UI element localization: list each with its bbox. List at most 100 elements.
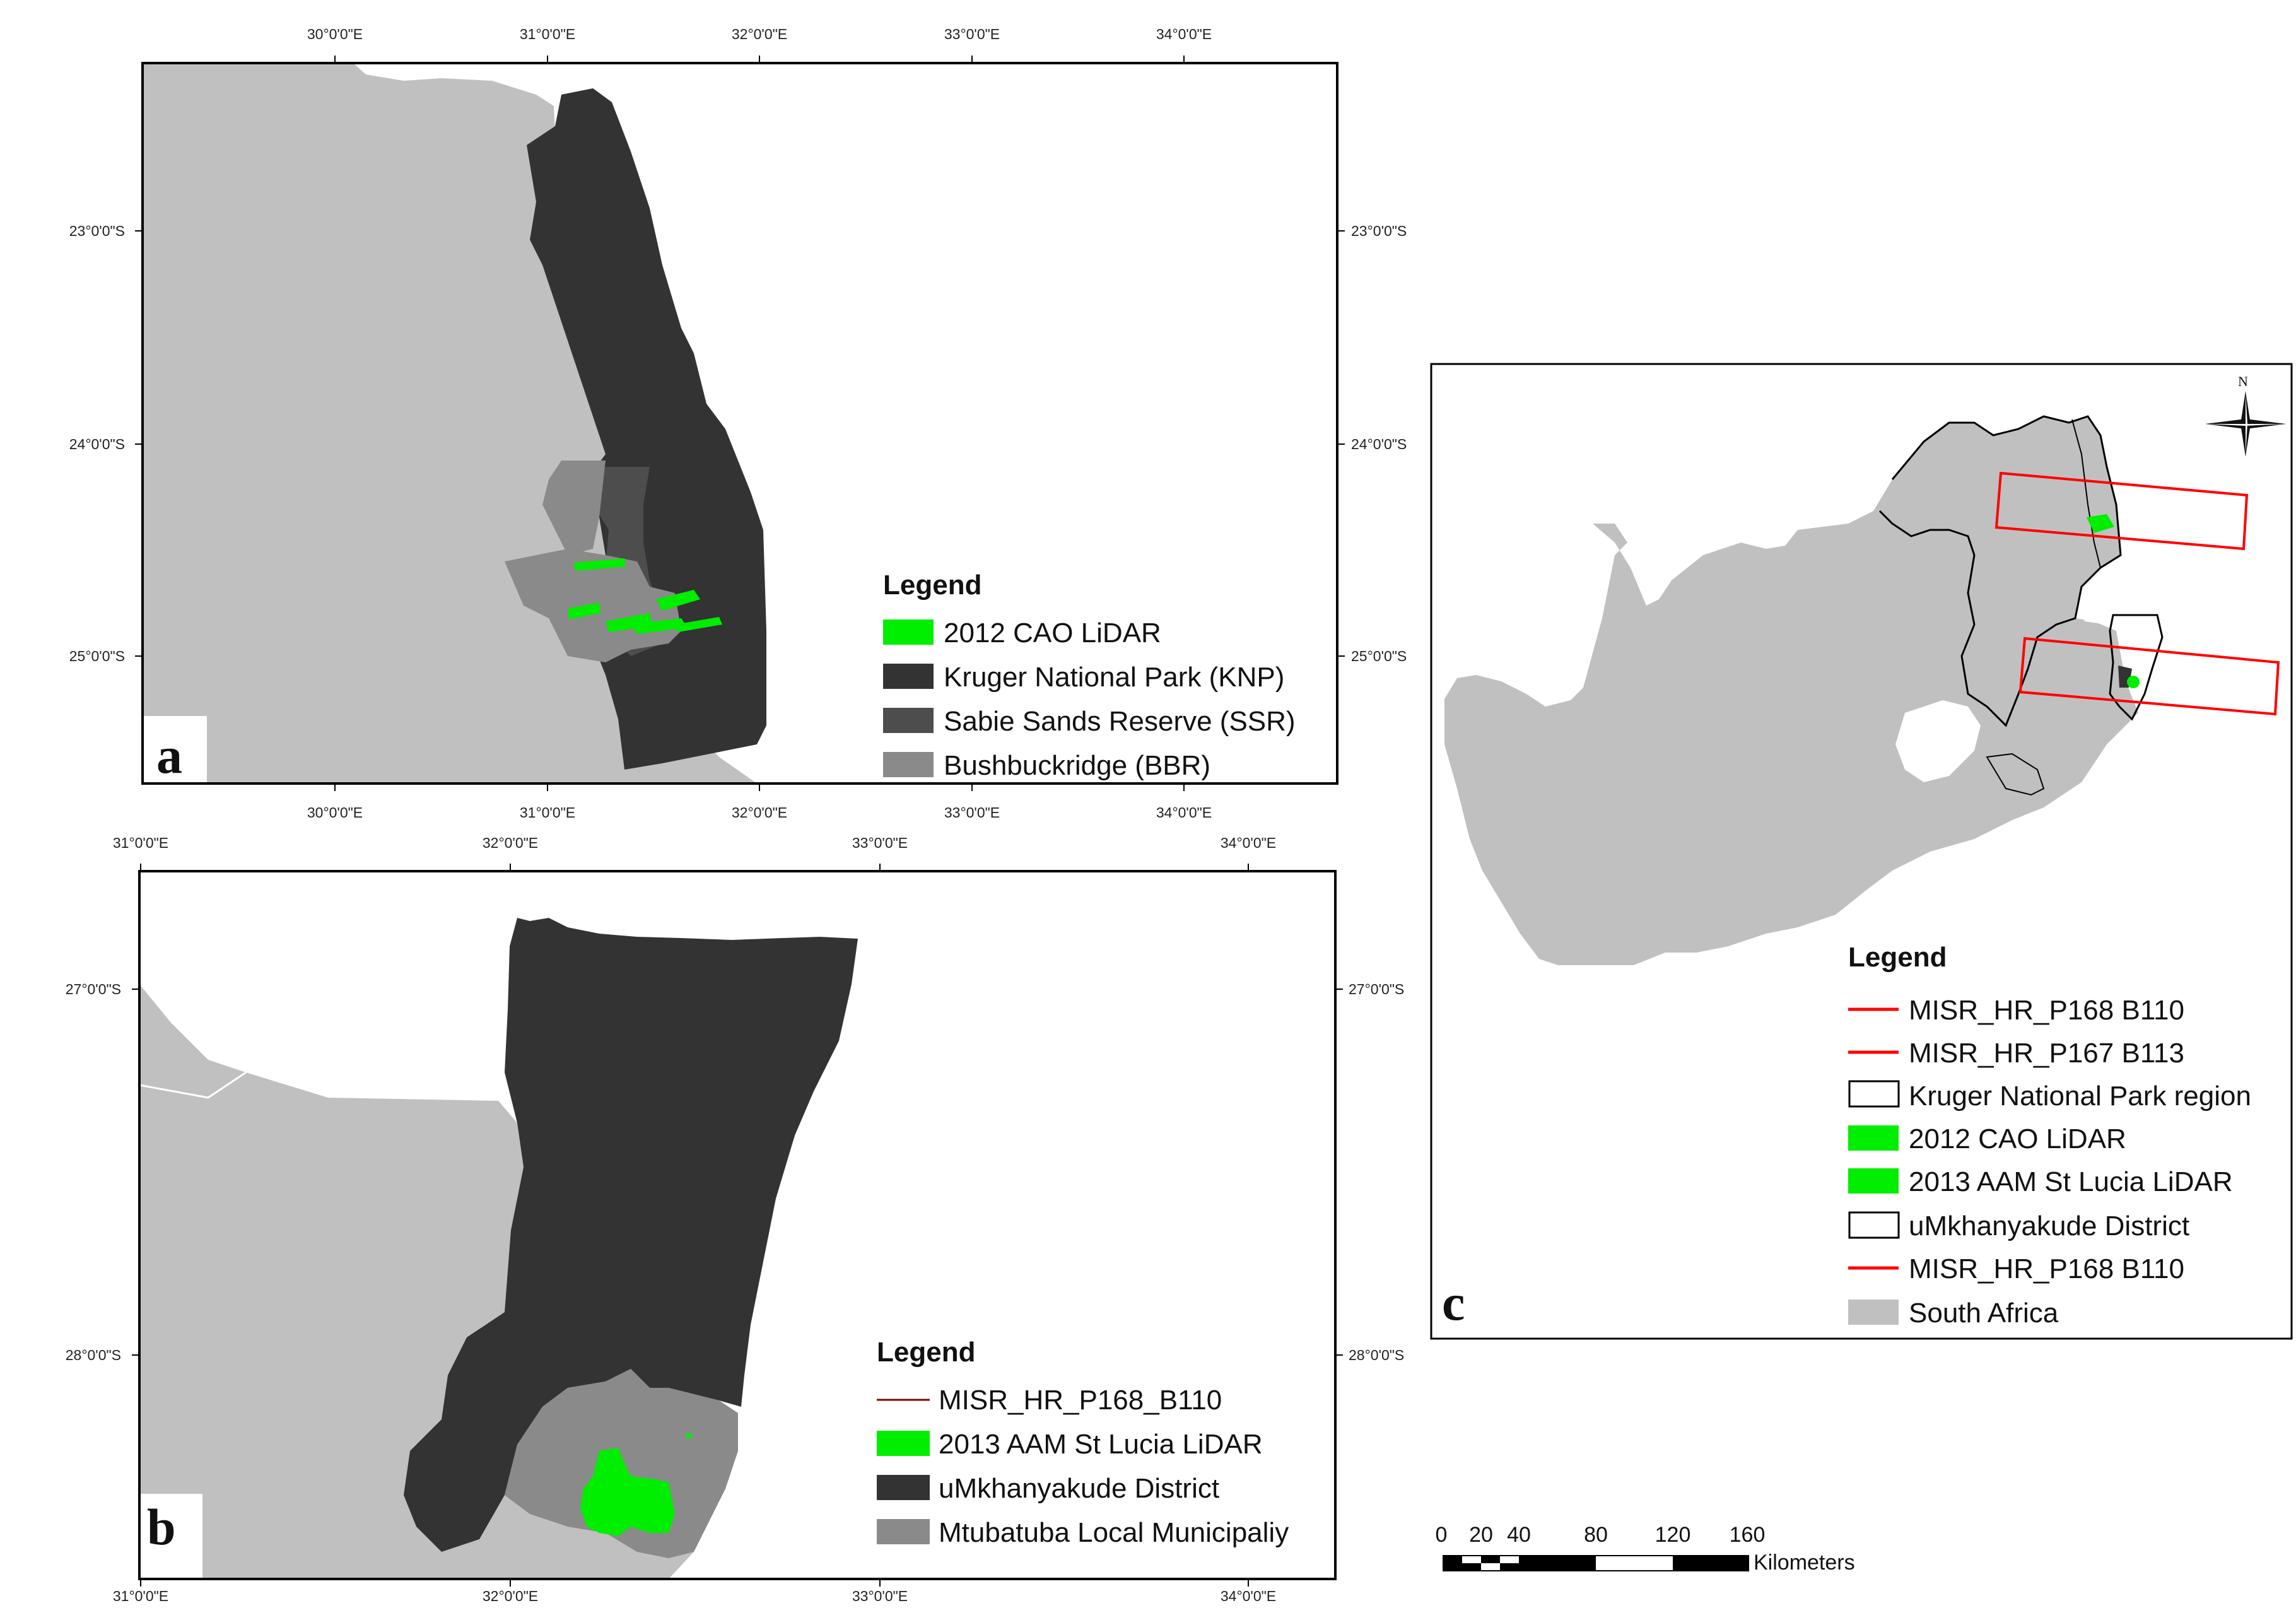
panel-c-legend-swatch-7 (1848, 1300, 1899, 1325)
panel-b-legend-swatch-2 (877, 1475, 930, 1500)
umkhanyakude-outline (2109, 614, 2164, 721)
panel-a-bottom-tick-2: 32°0'0"E (732, 804, 787, 821)
panel-c-legend-label-1: MISR_HR_P167 B113 (1909, 1038, 2184, 1069)
extra-outline (1986, 753, 2045, 796)
kruger-region-outline (1878, 415, 2122, 727)
panel-a-legend-swatch-2 (883, 708, 934, 733)
scale-bar-segment-6 (1673, 1556, 1748, 1571)
panel-c-legend-label-3: 2012 CAO LiDAR (1909, 1124, 2126, 1154)
c-cao-lidar (2087, 514, 2114, 533)
panel-b-ticks: 31°0'0"E 32°0'0"E 33°0'0"E 34°0'0"E 31°0… (66, 835, 1405, 1604)
panel-b-top-tick-2: 33°0'0"E (852, 835, 908, 851)
panel-a-bottom-tick-3: 33°0'0"E (944, 804, 1000, 821)
panel-b-legend-swatch-3 (877, 1519, 930, 1544)
panel-b-left-tick-1: 28°0'0"S (66, 1347, 121, 1363)
umkhanyakude-district (404, 918, 858, 1552)
panel-b-frame (138, 870, 1337, 1580)
panel-a-bottom-tick-4: 34°0'0"E (1156, 804, 1212, 821)
panel-a-frame (141, 62, 1338, 785)
panel-c-legend-label-2: Kruger National Park region (1909, 1081, 2251, 1112)
panel-a-legend-label-3: Bushbuckridge (BBR) (944, 750, 1210, 781)
panel-b-legend-label-0: MISR_HR_P168_B110 (939, 1385, 1222, 1416)
panel-a-bottom-tick-1: 31°0'0"E (520, 804, 575, 821)
panel-b-inset-label: b (141, 1494, 202, 1578)
panel-a-bottom-tick-0: 30°0'0"E (307, 804, 363, 821)
panel-b-top-tick-0: 31°0'0"E (113, 835, 168, 851)
panel-c-letter: c (1442, 1274, 1465, 1331)
south-africa-land (1444, 416, 2138, 965)
panel-a-top-tick-3: 33°0'0"E (944, 26, 1000, 42)
panel-a-map (143, 63, 1337, 783)
panel-b-right-tick-0: 27°0'0"S (1349, 981, 1404, 997)
panel-c-legend-swatch-4 (1848, 1168, 1899, 1194)
panel-a-top-tick-1: 31°0'0"E (520, 26, 575, 42)
panel-b-bottom-tick-3: 34°0'0"E (1221, 1588, 1276, 1604)
scale-bar-segment-3 (1481, 1556, 1500, 1563)
scale-label-4: 120 (1655, 1523, 1691, 1547)
panel-c-legend-label-7: South Africa (1909, 1298, 2059, 1329)
panel-b-legend-label-2: uMkhanyakude District (939, 1473, 1219, 1504)
scale-bar-segment-5 (1519, 1556, 1596, 1571)
panel-b-top-tick-1: 32°0'0"E (483, 835, 538, 851)
panel-b-legend-swatch-1 (877, 1431, 930, 1456)
panel-a-top-tick-2: 32°0'0"E (732, 26, 787, 42)
scale-label-0: 0 (1436, 1523, 1448, 1547)
panel-a-legend-swatch-3 (883, 752, 934, 777)
cao-lidar-patches (568, 558, 722, 634)
panel-b-map (139, 871, 1335, 1579)
panel-c-legend-label-0: MISR_HR_P168 B110 (1909, 995, 2184, 1026)
panel-b: b 31°0'0"E 32°0'0"E 33°0'0"E 34°0'0"E 31… (66, 835, 1405, 1604)
c-aam-lidar (2127, 676, 2140, 688)
panel-c-legend-swatch-5 (1848, 1211, 1900, 1239)
scale-bar-segment-2 (1462, 1563, 1481, 1571)
panel-a-ticks: 30°0'0"E 31°0'0"E 32°0'0"E 33°0'0"E 34°0… (69, 26, 1407, 821)
panel-b-legend-title: Legend (877, 1337, 975, 1368)
panel-c-legend-label-4: 2013 AAM St Lucia LiDAR (1909, 1166, 2233, 1197)
panel-b-legend: Legend MISR_HR_P168_B110 2013 AAM St Luc… (877, 1337, 1289, 1548)
panel-b-bottom-tick-2: 33°0'0"E (852, 1588, 908, 1604)
scale-label-2: 40 (1507, 1523, 1531, 1547)
misr-p168-b110 (2018, 637, 2280, 716)
panel-b-bottom-tick-1: 32°0'0"E (483, 1588, 538, 1604)
panel-c-legend-swatch-3 (1848, 1125, 1899, 1151)
panel-a: a 30°0'0"E 31°0'0"E 32°0'0"E 33°0'0"E 34… (69, 26, 1407, 821)
panel-c-legend-label-6: MISR_HR_P168 B110 (1909, 1253, 2184, 1284)
scale-unit: Kilometers (1754, 1551, 1855, 1575)
panel-a-legend-label-2: Sabie Sands Reserve (SSR) (944, 706, 1296, 737)
bbr-area (542, 461, 606, 555)
kruger-park-boundary (2071, 419, 2101, 568)
panel-b-left-tick-0: 27°0'0"S (66, 981, 121, 997)
scale-label-5: 160 (1730, 1523, 1766, 1547)
misr-p167-b113 (1994, 471, 2249, 551)
panel-b-district-boundary (139, 1071, 247, 1099)
north-label: N (2238, 373, 2248, 389)
panel-c-legend-label-5: uMkhanyakude District (1909, 1211, 2189, 1241)
panel-a-inset-label: a (144, 716, 207, 784)
aam-st-lucia-lidar-patch (580, 1433, 691, 1536)
panel-b-legend-label-1: 2013 AAM St Lucia LiDAR (939, 1429, 1263, 1460)
panel-c-legend: Legend MISR_HR_P168 B110 MISR_HR_P167 B1… (1848, 942, 2251, 1329)
scale-label-1: 20 (1469, 1523, 1493, 1547)
panel-a-legend: Legend 2012 CAO LiDAR Kruger National Pa… (883, 570, 1296, 781)
panel-a-legend-swatch-0 (883, 619, 934, 645)
panel-a-right-tick-0: 23°0'0"S (1351, 223, 1407, 239)
scale-bar-segment-4 (1500, 1563, 1519, 1571)
panel-b-bottom-tick-0: 31°0'0"E (113, 1588, 168, 1604)
panel-a-right-tick-2: 25°0'0"S (1351, 648, 1407, 664)
panel-a-left-tick-2: 25°0'0"S (69, 648, 125, 664)
panel-a-legend-title: Legend (883, 570, 981, 601)
panel-b-legend-label-3: Mtubatuba Local Municipaliy (939, 1517, 1289, 1548)
swaziland-gap (2076, 574, 2116, 625)
panel-a-left-tick-0: 23°0'0"S (69, 223, 125, 239)
panel-a-right-tick-1: 24°0'0"S (1351, 436, 1407, 452)
panel-a-legend-swatch-1 (883, 664, 934, 689)
panel-b-right-tick-1: 28°0'0"S (1349, 1347, 1404, 1363)
panel-a-top-tick-0: 30°0'0"E (307, 26, 363, 42)
north-arrow: N (2205, 373, 2286, 457)
panel-c-legend-swatch-2 (1848, 1080, 1900, 1108)
panel-a-left-tick-1: 24°0'0"S (69, 436, 125, 452)
panel-a-legend-label-1: Kruger National Park (KNP) (944, 662, 1284, 693)
panel-a-letter: a (156, 727, 182, 784)
panel-a-top-tick-4: 34°0'0"E (1156, 26, 1212, 42)
scale-bar: 0 20 40 80 120 160 Kilometers (1436, 1523, 1855, 1575)
